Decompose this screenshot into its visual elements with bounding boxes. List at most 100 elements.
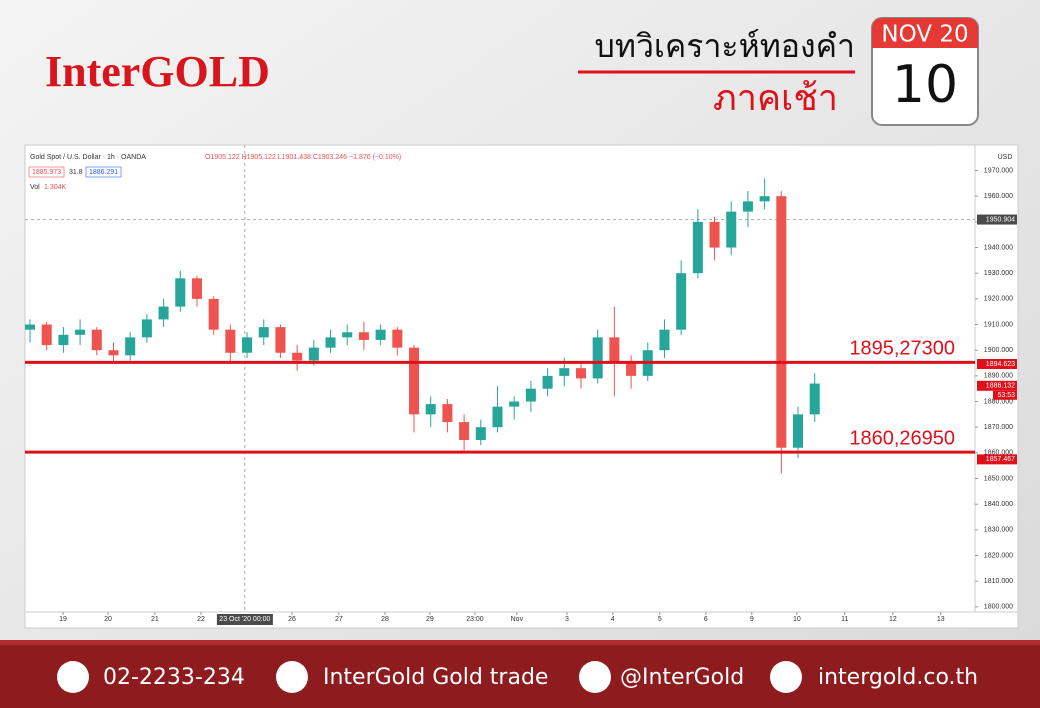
calendar-header [872, 18, 978, 48]
candle-body [609, 337, 620, 364]
candle-body [575, 368, 586, 379]
y-tick-label: 1860.000 [984, 450, 1013, 457]
ask-box [85, 166, 122, 178]
candle-body [559, 368, 570, 376]
candle-body [759, 196, 770, 202]
candle-body [442, 404, 453, 423]
volume-value: 1.304K [44, 184, 67, 191]
subtitle: ภาคเช้า [713, 78, 838, 119]
spread: 31.8 [69, 169, 83, 176]
chart-title: Gold Spot / U.S. Dollar · 1h · OANDA [30, 154, 146, 161]
y-tick-label: 1830.000 [984, 527, 1013, 534]
x-tick-label: Nov [511, 616, 524, 623]
y-tick-label: 1850.000 [984, 475, 1013, 482]
line-id: @InterGold [620, 665, 744, 690]
x-tick-label: 22 [197, 616, 205, 623]
x-tick-label: 23:00 [466, 616, 484, 623]
x-tick-label: 10 [793, 616, 801, 623]
candle-body [409, 347, 420, 415]
y-tick-label: 1800.000 [984, 604, 1013, 611]
candle-body [108, 350, 119, 356]
candle-body [726, 211, 737, 248]
logo: InterGOLD [45, 47, 270, 96]
x-tick-label: 28 [381, 616, 389, 623]
crosshair-x-tag [216, 614, 273, 625]
x-tick-label: 9 [750, 616, 754, 623]
candle-body [475, 427, 486, 441]
candle-body [742, 201, 753, 212]
line-icon [579, 661, 611, 693]
candle-body [492, 406, 503, 428]
currency: USD [998, 154, 1013, 161]
candle-body [525, 388, 536, 402]
title: บทวิเคราะห์ทองคำ [595, 27, 855, 65]
y-tick-label: 1920.000 [984, 296, 1013, 303]
crosshair-y-label: 1950.904 [986, 216, 1015, 223]
y-tick-label: 1810.000 [984, 578, 1013, 585]
facebook: InterGold Gold trade [323, 665, 548, 690]
level-label: 1860,26950 [849, 427, 955, 449]
candle-body [91, 329, 102, 351]
calendar-month: NOV 20 [881, 22, 968, 48]
bid: 1885.973 [32, 169, 61, 176]
level-label: 1895,27300 [849, 338, 955, 360]
candle-body [776, 196, 787, 448]
candle-body [459, 422, 470, 441]
footer-edge [0, 640, 1040, 645]
x-tick-label: 13 [937, 616, 945, 623]
volume-label: Vol [30, 184, 40, 191]
candle-body [275, 327, 286, 353]
y-tick-label: 1960.000 [984, 193, 1013, 200]
y-tick-label: 1930.000 [984, 270, 1013, 277]
candle-body [158, 306, 169, 320]
countdown: 53:53 [997, 392, 1015, 399]
candle-body [793, 414, 804, 448]
x-tick-label: 12 [889, 616, 897, 623]
x-tick-label: 3 [565, 616, 569, 623]
candle-body [125, 337, 136, 356]
candle-body [392, 329, 403, 348]
y-tick-label: 1900.000 [984, 347, 1013, 354]
price-tag-label: 1886.132 [986, 383, 1015, 390]
candle-body [425, 404, 436, 415]
y-tick-label: 1910.000 [984, 321, 1013, 328]
candle-body [709, 221, 720, 248]
candle-body [325, 337, 336, 348]
calendar-day: 10 [892, 55, 958, 115]
candle-body [809, 383, 820, 415]
candle-body [308, 347, 319, 361]
candle-body [25, 324, 36, 330]
price-tag [977, 454, 1017, 465]
price-tag-label: 1894.623 [986, 361, 1015, 368]
y-tick-label: 1820.000 [984, 552, 1013, 559]
website: intergold.co.th [818, 665, 978, 690]
bid-box [28, 166, 65, 178]
candle-body [676, 273, 687, 330]
x-tick-label: 11 [841, 616, 848, 623]
candle-body [692, 221, 703, 274]
price-tag [977, 380, 1017, 391]
candle-body [592, 337, 603, 379]
candle-body [141, 319, 152, 338]
x-tick-label: 26 [288, 616, 296, 623]
candle-body [208, 298, 219, 330]
candle-body [292, 352, 303, 361]
candle-body [175, 278, 186, 307]
crosshair-x-label: 23 Oct '20 00:00 [219, 616, 270, 623]
x-tick-label: 29 [426, 616, 434, 623]
x-tick-label: 20 [104, 616, 112, 623]
y-tick-label: 1970.000 [984, 167, 1013, 174]
price-tag [977, 359, 1017, 370]
x-tick-label: 27 [335, 616, 343, 623]
countdown-tag [993, 390, 1017, 400]
y-tick-label: 1890.000 [984, 373, 1013, 380]
x-tick-label: 19 [59, 616, 67, 623]
candle-body [342, 332, 353, 338]
x-tick-label: 5 [658, 616, 662, 623]
ask: 1886.291 [89, 169, 118, 176]
x-tick-label: 6 [704, 616, 708, 623]
phone-icon [57, 661, 89, 693]
phone: 02-2233-234 [103, 665, 245, 690]
